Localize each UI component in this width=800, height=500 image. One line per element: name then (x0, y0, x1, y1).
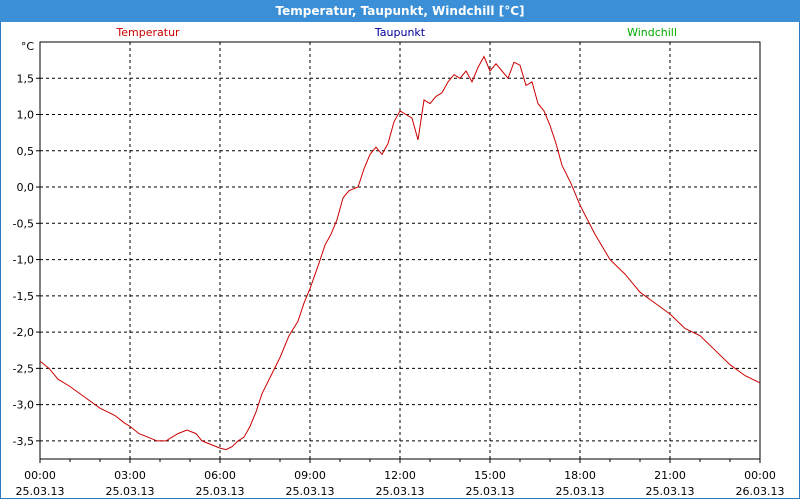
x-tick-time: 09:00 (294, 469, 326, 482)
x-tick-date: 25.03.13 (466, 485, 515, 498)
x-tick-date: 25.03.13 (286, 485, 335, 498)
y-tick-label: 1,5 (17, 72, 35, 85)
x-tick-time: 03:00 (114, 469, 146, 482)
x-tick-date: 25.03.13 (376, 485, 425, 498)
y-tick-label: 0,0 (17, 181, 35, 194)
y-tick-label: -3,5 (13, 435, 34, 448)
legend-entry-taupunkt: Taupunkt (374, 26, 426, 39)
y-tick-label: -2,0 (13, 326, 34, 339)
x-tick-time: 15:00 (474, 469, 506, 482)
x-tick-time: 18:00 (564, 469, 596, 482)
y-tick-label: -2,5 (13, 362, 34, 375)
x-tick-date: 26.03.13 (736, 485, 785, 498)
y-tick-label: -0,5 (13, 217, 34, 230)
y-tick-label: 0,5 (17, 145, 35, 158)
x-tick-date: 25.03.13 (196, 485, 245, 498)
legend-entry-temperatur: Temperatur (115, 26, 180, 39)
x-tick-time: 12:00 (384, 469, 416, 482)
x-tick-date: 25.03.13 (646, 485, 695, 498)
y-tick-label: 1,0 (17, 109, 35, 122)
x-tick-time: 00:00 (744, 469, 776, 482)
x-tick-date: 25.03.13 (556, 485, 605, 498)
x-tick-time: 06:00 (204, 469, 236, 482)
x-tick-date: 25.03.13 (106, 485, 155, 498)
y-tick-label: -3,0 (13, 399, 34, 412)
y-tick-label: -1,5 (13, 290, 34, 303)
legend-entry-windchill: Windchill (627, 26, 677, 39)
x-tick-date: 25.03.13 (16, 485, 65, 498)
x-tick-time: 00:00 (24, 469, 56, 482)
window-title: Temperatur, Taupunkt, Windchill [°C] (0, 0, 800, 22)
series-line-temperatur (39, 55, 761, 451)
x-tick-time: 21:00 (654, 469, 686, 482)
y-axis-label: °C (21, 40, 35, 53)
y-tick-label: -1,0 (13, 254, 34, 267)
